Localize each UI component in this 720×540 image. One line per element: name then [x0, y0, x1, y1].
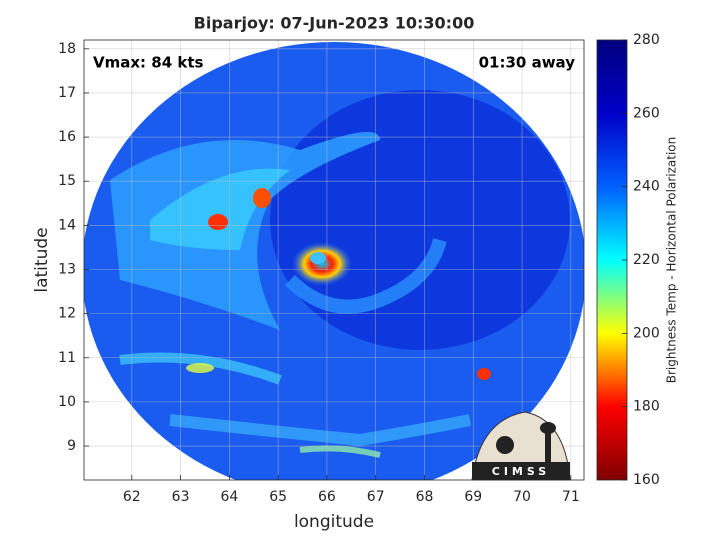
satellite-image: [84, 42, 584, 480]
logo: CIMSS: [471, 411, 571, 481]
y-tick-label: 10: [58, 394, 76, 410]
y-tick-label: 14: [58, 217, 76, 233]
y-tick-label: 17: [58, 85, 76, 101]
y-tick-label: 15: [58, 173, 76, 189]
y-axis-label: latitude: [32, 227, 52, 292]
y-tick-label: 9: [67, 438, 76, 454]
colorbar-label: Brightness Temp - Horizontal Polarizatio…: [665, 137, 679, 384]
annotation: Vmax: 84 kts: [93, 54, 203, 72]
y-tick-label: 11: [58, 350, 76, 366]
x-tick-label: 71: [562, 489, 580, 505]
x-tick-label: 65: [269, 489, 287, 505]
colorbar-tick-label: 200: [633, 325, 660, 341]
y-tick-label: 12: [58, 306, 76, 322]
x-tick-label: 62: [123, 489, 141, 505]
colorbar-tick-label: 160: [633, 472, 660, 488]
chart-title: Biparjoy: 07-Jun-2023 10:30:00: [194, 14, 475, 33]
x-tick-label: 67: [367, 489, 385, 505]
x-tick-label: 70: [513, 489, 531, 505]
colorbar-tick-label: 240: [633, 179, 660, 195]
colorbar-tick-label: 280: [633, 32, 660, 48]
colorbar-tick-label: 180: [633, 399, 660, 415]
colorbar-tick-label: 260: [633, 105, 660, 121]
plot-frame: [83, 39, 585, 481]
x-tick-label: 64: [220, 489, 238, 505]
x-axis-label: longitude: [294, 512, 374, 532]
colorbar-tick-label: 220: [633, 252, 660, 268]
x-tick-label: 69: [464, 489, 482, 505]
annotation: 01:30 away: [479, 54, 576, 72]
x-tick-label: 68: [416, 489, 434, 505]
logo-text: CIMSS: [492, 465, 550, 478]
x-tick-label: 66: [318, 489, 336, 505]
y-tick-label: 18: [58, 41, 76, 57]
y-tick-label: 16: [58, 129, 76, 145]
x-tick-label: 63: [172, 489, 190, 505]
y-tick-label: 13: [58, 261, 76, 277]
